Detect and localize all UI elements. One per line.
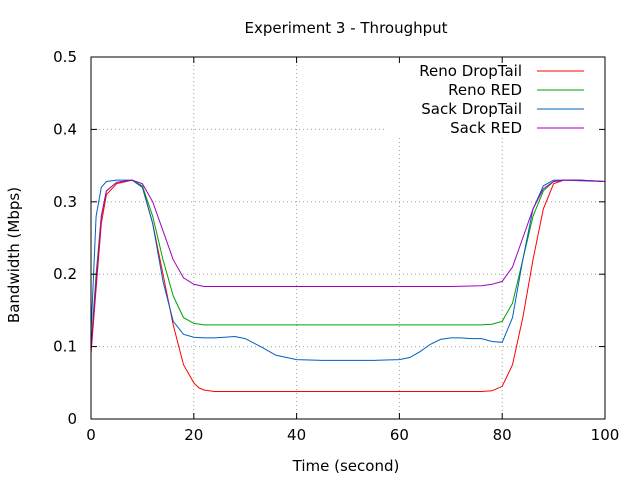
x-tick-label: 0: [86, 426, 96, 444]
y-tick-label: 0.4: [53, 120, 77, 138]
x-tick-label: 20: [184, 426, 203, 444]
y-tick-label: 0: [67, 410, 77, 428]
y-tick-label: 0.1: [53, 338, 77, 356]
series-line-reno-red: [90, 179, 606, 347]
chart-title: Experiment 3 - Throughput: [244, 19, 447, 37]
plot-series: [90, 179, 606, 392]
y-tick-label: 0.2: [53, 265, 77, 283]
legend-label: Reno RED: [448, 81, 522, 99]
plot-frame: [90, 56, 606, 420]
series-line-reno-droptail: [90, 179, 606, 392]
x-tick-label: 60: [390, 426, 409, 444]
y-tick-label: 0.5: [53, 48, 77, 66]
legend-label: Sack RED: [450, 119, 522, 137]
x-axis-label: Time (second): [292, 457, 400, 475]
legend-label: Reno DropTail: [419, 62, 522, 80]
x-tick-label: 40: [287, 426, 306, 444]
axis-ticks: 0 20 40 60 80 100 0 0.1 0.2 0.3 0.4 0.5: [53, 48, 619, 444]
y-axis-label: Bandwidth (Mbps): [5, 187, 23, 323]
legend-label: Sack DropTail: [421, 100, 522, 118]
series-line-sack-droptail: [90, 179, 606, 361]
series-line-sack-red: [90, 179, 606, 351]
x-tick-label: 80: [493, 426, 512, 444]
y-tick-label: 0.3: [53, 193, 77, 211]
x-tick-label: 100: [591, 426, 620, 444]
